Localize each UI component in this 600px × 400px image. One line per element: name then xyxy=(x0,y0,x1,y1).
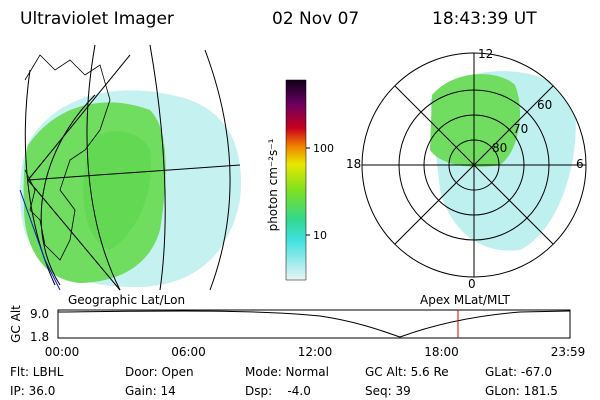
strip-y-tick: 9.0 xyxy=(30,307,49,321)
footer-field: IP: 36.0 xyxy=(10,384,55,398)
footer-field: Dsp: -4.0 xyxy=(245,384,311,398)
date: 02 Nov 07 xyxy=(272,9,359,29)
polar-plot xyxy=(361,52,587,278)
polar-label: Apex MLat/MLT xyxy=(420,293,510,307)
footer: Flt: LBHL Door: Open Mode: Normal GC Alt: 5… xyxy=(10,365,558,398)
footer-field: Mode: Normal xyxy=(245,365,329,379)
mlat-label: 70 xyxy=(513,122,528,136)
cb-tick-label: 10 xyxy=(313,229,327,242)
footer-field: GLat: -67.0 xyxy=(485,365,552,379)
footer-field: Gain: 14 xyxy=(125,384,176,398)
strip-frame xyxy=(57,309,571,339)
time: 18:43:39 UT xyxy=(432,9,537,29)
footer-field: Flt: LBHL xyxy=(10,365,64,379)
strip-x-tick: 00:00 xyxy=(45,345,80,359)
strip-x-ticks: 00:00 06:00 12:00 18:00 23:59 xyxy=(45,345,586,359)
strip-x-tick: 06:00 xyxy=(171,345,206,359)
mlt-label: 6 xyxy=(576,157,584,171)
mlat-label: 60 xyxy=(537,98,552,112)
map-label: Geographic Lat/Lon xyxy=(68,293,185,307)
title: Ultraviolet Imager xyxy=(20,9,174,29)
mlt-label: 0 xyxy=(468,277,476,291)
strip-axis-label: GC Alt xyxy=(9,305,23,343)
footer-field: Door: Open xyxy=(125,365,194,379)
colorbar xyxy=(285,79,307,281)
geo-map xyxy=(19,44,241,291)
cb-tick-label: 100 xyxy=(313,142,334,155)
mlt-label: 12 xyxy=(478,47,493,61)
footer-field: Seq: 39 xyxy=(365,384,411,398)
footer-field: GC Alt: 5.6 Re xyxy=(365,365,449,379)
alt-curve xyxy=(57,310,571,338)
strip-x-tick: 18:00 xyxy=(424,345,459,359)
strip-x-tick: 12:00 xyxy=(298,345,333,359)
strip-y-tick: 1.8 xyxy=(30,330,49,344)
cb-label: photon cm⁻²s⁻¹ xyxy=(266,138,280,231)
mlat-label: 80 xyxy=(492,141,507,155)
strip-x-tick: 23:59 xyxy=(551,345,586,359)
mlt-label: 18 xyxy=(346,157,361,171)
footer-field: GLon: 181.5 xyxy=(485,384,558,398)
